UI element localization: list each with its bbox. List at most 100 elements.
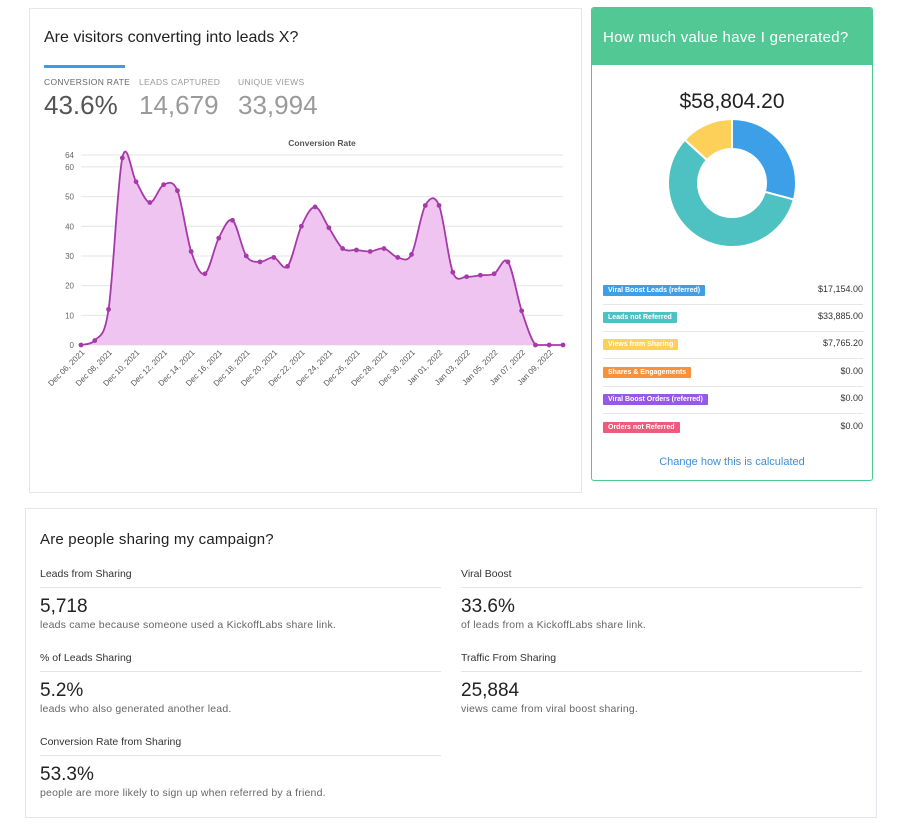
metric-label: Leads from Sharing [40,568,441,588]
legend-row-leads-not-referred: Leads not Referred $33,885.00 [603,305,863,332]
metric-value: 53.3% [40,764,94,785]
metric-description: views came from viral boost sharing. [461,703,639,715]
metric-viral-boost: Viral Boost 33.6% of leads from a Kickof… [461,568,862,631]
sharing-card: Are people sharing my campaign? Leads fr… [25,508,877,818]
metric-traffic-from-sharing: Traffic From Sharing 25,884 views came f… [461,652,862,715]
value-card: How much value have I generated? $58,804… [591,7,873,481]
leads-captured-label: LEADS CAPTURED [139,77,221,87]
metric-label: Conversion Rate from Sharing [40,736,441,756]
data-point [257,259,263,265]
data-point [298,223,304,229]
data-point [271,255,277,260]
tab-leads-captured[interactable]: LEADS CAPTURED 14,679 [139,77,220,121]
data-point [188,249,194,254]
legend-row-shares-engagements: Shares & Engagements $0.00 [603,360,863,387]
data-point [243,253,249,259]
legend-row-orders-not-referred: Orders not Referred $0.00 [603,415,863,442]
y-tick-label: 64 [65,151,74,160]
data-point [546,342,552,348]
total-value: $58,804.20 [679,90,785,113]
metric-description: leads who also generated another lead. [40,703,232,715]
legend-amount: $0.00 [840,393,863,403]
data-point [161,182,167,188]
data-point [533,342,538,348]
donut-slice [683,119,733,162]
data-point [409,252,414,257]
metric-label: Traffic From Sharing [461,652,862,672]
legend-badge: Orders not Referred [603,422,680,433]
legend-badge: Views from Sharing [603,339,679,350]
data-point [285,263,290,269]
legend-badge: Leads not Referred [603,312,677,323]
donut-slice [731,119,796,201]
data-point [354,247,359,253]
metric-description: people are more likely to sign up when r… [40,787,326,799]
legend-badge: Viral Boost Leads (referred) [603,285,706,296]
data-point [340,246,346,251]
data-point [202,271,208,277]
legend-amount: $33,885.00 [817,311,863,321]
metric-description: of leads from a KickoffLabs share link. [461,619,647,631]
data-point [422,203,428,208]
legend-badge: Shares & Engagements [603,367,692,378]
leads-captured-value: 14,679 [139,90,219,120]
data-point [395,255,401,260]
data-point [326,225,332,231]
data-point [450,269,456,275]
unique-views-label: UNIQUE VIEWS [238,77,305,87]
data-point [216,235,222,241]
conversion-card-title: Are visitors converting into leads X? [44,29,299,46]
data-point [560,342,566,348]
y-tick-label: 30 [65,252,74,261]
legend-badge: Viral Boost Orders (referred) [603,394,708,405]
legend-amount: $7,765.20 [822,338,863,348]
change-calculation-link[interactable]: Change how this is calculated [659,456,805,468]
tab-unique-views[interactable]: UNIQUE VIEWS 33,994 [238,77,318,121]
value-card-header: How much value have I generated? [592,8,872,65]
value-donut-chart [668,119,796,247]
metric-value: 5,718 [40,596,88,617]
conversion-rate-label: CONVERSION RATE [44,77,131,87]
data-point [367,249,373,254]
data-point [106,306,111,312]
data-point [505,259,511,265]
data-point [519,308,525,314]
metric-leads-from-sharing: Leads from Sharing 5,718 leads came beca… [40,568,441,631]
donut-slice [668,138,796,247]
legend-amount: $0.00 [840,421,863,431]
metric-percent-leads-sharing: % of Leads Sharing 5.2% leads who also g… [40,652,441,715]
data-point [464,274,469,280]
data-point [175,188,180,194]
data-point [312,204,318,210]
y-tick-label: 10 [65,311,74,320]
metric-value: 33.6% [461,596,515,617]
y-tick-label: 0 [70,341,75,350]
data-point [78,342,84,348]
data-point [491,271,497,277]
data-point [147,200,153,205]
unique-views-value: 33,994 [238,90,318,120]
legend-amount: $17,154.00 [817,284,863,294]
metric-description: leads came because someone used a Kickof… [40,619,337,631]
legend-row-viral-boost-leads: Viral Boost Leads (referred) $17,154.00 [603,278,863,305]
metric-label: Viral Boost [461,568,862,588]
y-tick-label: 40 [65,222,74,231]
metric-label: % of Leads Sharing [40,652,441,672]
series-area [81,151,563,345]
data-point [477,272,483,278]
data-point [92,338,98,343]
data-point [230,217,235,223]
chart-title: Conversion Rate [288,138,356,148]
conversion-rate-value: 43.6% [44,90,118,120]
y-tick-label: 20 [65,282,74,291]
data-point [381,246,387,251]
sharing-card-title: Are people sharing my campaign? [40,531,274,548]
metric-value: 25,884 [461,680,520,701]
data-point [133,179,139,185]
conversion-card: Are visitors converting into leads X? CO… [29,8,582,493]
metric-value: 5.2% [40,680,84,701]
y-tick-label: 50 [65,193,74,202]
tab-conversion-rate[interactable]: CONVERSION RATE 43.6% [44,77,130,121]
data-point [436,203,442,208]
